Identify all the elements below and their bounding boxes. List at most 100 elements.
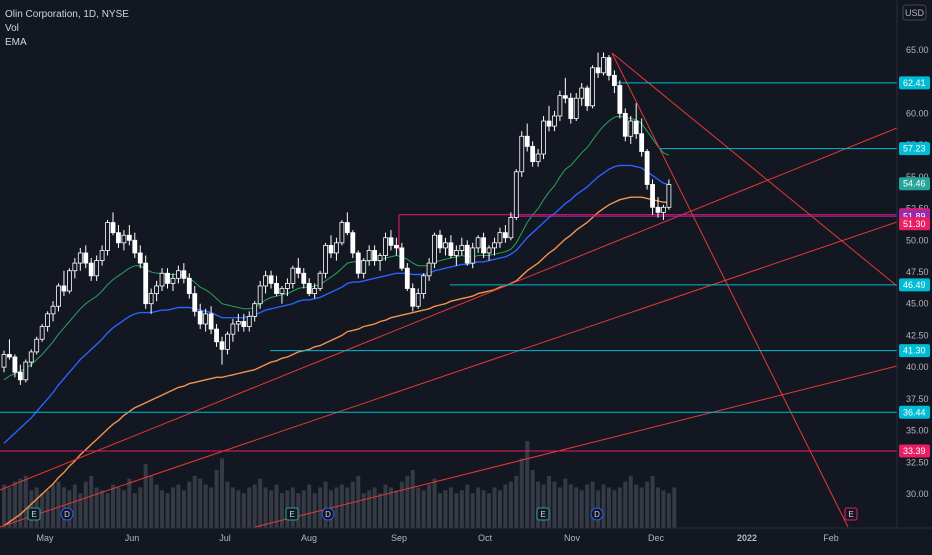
volume-bar: [497, 490, 502, 528]
candle-up: [284, 283, 290, 289]
candle-up: [159, 272, 165, 287]
volume-bar: [209, 487, 214, 528]
candle-up: [459, 244, 465, 251]
candle-up: [99, 250, 105, 261]
volume-bar: [143, 464, 148, 528]
trend-line[interactable]: [611, 52, 898, 287]
earnings-marker[interactable]: [536, 507, 550, 521]
candle-up: [573, 97, 579, 119]
price-tick-label: 65.00: [906, 45, 929, 55]
symbol-title[interactable]: Olin Corporation, 1D, NYSE: [5, 9, 129, 20]
candle-down: [502, 232, 508, 239]
event-marker-label: E: [289, 510, 294, 519]
level-price-tag: 46.49: [903, 280, 926, 290]
volume-bar: [623, 481, 628, 528]
earnings-marker[interactable]: [285, 507, 299, 521]
volume-bar: [23, 475, 28, 528]
volume-bar: [7, 487, 12, 528]
candle-up: [590, 67, 595, 107]
volume-bar: [198, 478, 203, 528]
dividend-marker[interactable]: [321, 507, 335, 521]
candle-up: [77, 252, 83, 264]
volume-bar: [617, 487, 622, 528]
candle-up: [366, 250, 372, 261]
earnings-marker[interactable]: [27, 507, 41, 521]
dividend-marker[interactable]: [60, 507, 74, 521]
candle-down: [372, 250, 378, 261]
currency-button-frame: [902, 4, 927, 21]
trend-line[interactable]: [611, 52, 849, 528]
volume-bar: [258, 478, 263, 528]
trend-line[interactable]: [0, 221, 898, 528]
volume-bar: [503, 484, 508, 528]
candle-down: [606, 57, 612, 76]
candle-up: [67, 270, 72, 292]
candle-up: [175, 270, 181, 279]
time-tick-label: Nov: [564, 533, 581, 543]
candle-up: [290, 267, 296, 284]
volume-bar: [78, 493, 83, 528]
time-tick-label: Feb: [823, 533, 839, 543]
volume-bar: [236, 490, 241, 528]
indicator-vol-label[interactable]: Vol: [5, 23, 19, 34]
candle-down: [306, 283, 312, 294]
volume-bar: [383, 484, 388, 528]
price-axis[interactable]: 65.0060.0057.5055.0052.5050.0047.5045.00…: [906, 45, 929, 499]
candle-up: [56, 285, 61, 307]
candle-down: [481, 237, 487, 254]
dividend-marker[interactable]: [590, 507, 604, 521]
volume-bar: [51, 484, 56, 528]
ema-lines: [3, 115, 670, 527]
candle-up: [225, 333, 230, 350]
current-price-tag: 54.46: [903, 179, 926, 189]
volume-bar: [334, 487, 339, 528]
candle-up: [601, 57, 606, 74]
trend-line[interactable]: [0, 127, 898, 491]
horizontal-levels: [0, 82, 897, 452]
candle-down: [110, 222, 116, 234]
currency-button[interactable]: USD: [902, 4, 927, 21]
volume-bar: [519, 458, 524, 528]
candle-down: [524, 135, 530, 147]
candle-up: [513, 171, 519, 218]
time-tick-label: 2022: [737, 533, 757, 543]
candle-down: [208, 313, 214, 330]
volume-bar: [154, 484, 159, 528]
candle-up: [170, 277, 176, 284]
candle-up: [148, 293, 154, 305]
indicator-ema-label[interactable]: EMA: [5, 37, 27, 48]
event-marker-label: D: [64, 510, 70, 519]
volume-bar: [241, 493, 246, 528]
candle-up: [279, 288, 285, 294]
volume-bar: [170, 487, 175, 528]
volume-bar: [568, 484, 573, 528]
volume-bar: [350, 481, 355, 528]
ema-slow-line: [3, 196, 669, 527]
event-marker-label: D: [594, 510, 600, 519]
price-tick-label: 35.00: [906, 426, 929, 436]
volume-bar: [345, 487, 350, 528]
candle-up: [519, 135, 525, 173]
volume-bar: [269, 490, 274, 528]
candle-up: [246, 315, 252, 327]
earnings-marker[interactable]: [844, 507, 858, 521]
candle-up: [535, 153, 541, 163]
candle-up: [552, 115, 557, 127]
volume-bar: [492, 487, 497, 528]
candle-down: [633, 120, 639, 135]
volume-bar: [645, 481, 650, 528]
time-axis[interactable]: May Jun Jul Aug Sep Oct Nov Dec 2022 Feb: [36, 533, 838, 543]
candle-up: [475, 237, 481, 249]
volume-bar: [541, 484, 546, 528]
candle-down: [181, 270, 187, 279]
volume-bar: [105, 493, 110, 528]
candle-up: [497, 232, 503, 244]
candle-up: [470, 247, 476, 264]
volume-bar: [410, 470, 415, 528]
price-tick-label: 40.00: [906, 362, 929, 372]
trend-line[interactable]: [254, 365, 898, 528]
volume-bar: [405, 475, 410, 528]
price-tick-label: 30.00: [906, 489, 929, 499]
